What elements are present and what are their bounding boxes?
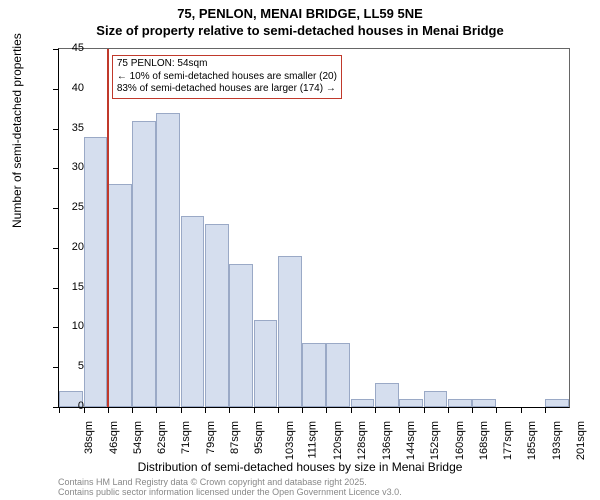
x-tick bbox=[59, 407, 60, 413]
annotation-line3: 83% of semi-detached houses are larger (… bbox=[117, 83, 337, 96]
y-tick bbox=[53, 407, 59, 408]
x-tick bbox=[399, 407, 400, 413]
x-tick-label: 38sqm bbox=[83, 421, 95, 454]
y-tick bbox=[53, 208, 59, 209]
histogram-bar bbox=[278, 256, 302, 407]
histogram-bar bbox=[399, 399, 423, 407]
x-tick-label: 95sqm bbox=[253, 421, 265, 454]
y-tick bbox=[53, 248, 59, 249]
y-tick bbox=[53, 327, 59, 328]
histogram-bar bbox=[472, 399, 496, 407]
histogram-bar bbox=[156, 113, 180, 407]
x-tick-label: 62sqm bbox=[156, 421, 168, 454]
x-tick bbox=[375, 407, 376, 413]
x-tick bbox=[302, 407, 303, 413]
x-tick-label: 144sqm bbox=[405, 421, 417, 460]
x-tick bbox=[108, 407, 109, 413]
annotation-box: 75 PENLON: 54sqm← 10% of semi-detached h… bbox=[112, 55, 342, 99]
x-tick bbox=[254, 407, 255, 413]
y-tick bbox=[53, 89, 59, 90]
histogram-bar bbox=[254, 320, 278, 408]
histogram-bar bbox=[326, 343, 350, 407]
x-tick bbox=[278, 407, 279, 413]
y-tick bbox=[53, 367, 59, 368]
x-tick-label: 177sqm bbox=[502, 421, 514, 460]
y-tick-label: 45 bbox=[72, 42, 84, 54]
histogram-bar bbox=[181, 216, 205, 407]
x-tick-label: 79sqm bbox=[205, 421, 217, 454]
annotation-line2: ← 10% of semi-detached houses are smalle… bbox=[117, 71, 337, 84]
x-tick bbox=[132, 407, 133, 413]
plot-area: 75 PENLON: 54sqm← 10% of semi-detached h… bbox=[58, 48, 570, 408]
chart-title-sub: Size of property relative to semi-detach… bbox=[0, 21, 600, 38]
x-tick-label: 152sqm bbox=[429, 421, 441, 460]
histogram-bar bbox=[375, 383, 399, 407]
histogram-bar bbox=[302, 343, 326, 407]
x-tick-label: 136sqm bbox=[381, 421, 393, 460]
x-tick bbox=[472, 407, 473, 413]
x-tick bbox=[205, 407, 206, 413]
y-tick bbox=[53, 49, 59, 50]
attribution-line2: Contains public sector information licen… bbox=[58, 488, 402, 498]
x-tick bbox=[351, 407, 352, 413]
histogram-bar bbox=[424, 391, 448, 407]
y-tick bbox=[53, 129, 59, 130]
y-tick-label: 5 bbox=[78, 360, 84, 372]
histogram-bar bbox=[448, 399, 472, 407]
y-tick-label: 20 bbox=[72, 241, 84, 253]
histogram-bar bbox=[545, 399, 569, 407]
y-tick bbox=[53, 168, 59, 169]
y-tick-label: 10 bbox=[72, 320, 84, 332]
x-tick bbox=[545, 407, 546, 413]
x-tick bbox=[424, 407, 425, 413]
y-tick-label: 25 bbox=[72, 201, 84, 213]
y-tick-label: 0 bbox=[78, 400, 84, 412]
x-tick-label: 128sqm bbox=[357, 421, 369, 460]
chart-title-main: 75, PENLON, MENAI BRIDGE, LL59 5NE bbox=[0, 0, 600, 21]
x-tick-label: 120sqm bbox=[332, 421, 344, 460]
histogram-bar bbox=[84, 137, 108, 407]
x-tick bbox=[521, 407, 522, 413]
x-tick bbox=[496, 407, 497, 413]
y-tick-label: 15 bbox=[72, 281, 84, 293]
y-tick-label: 30 bbox=[72, 161, 84, 173]
attribution-text: Contains HM Land Registry data © Crown c… bbox=[58, 478, 402, 498]
x-tick-label: 160sqm bbox=[454, 421, 466, 460]
histogram-bar bbox=[229, 264, 253, 407]
annotation-line1: 75 PENLON: 54sqm bbox=[117, 58, 337, 71]
y-tick bbox=[53, 288, 59, 289]
x-tick bbox=[326, 407, 327, 413]
x-tick-label: 201sqm bbox=[575, 421, 587, 460]
x-axis-title: Distribution of semi-detached houses by … bbox=[0, 460, 600, 474]
histogram-bar bbox=[108, 184, 132, 407]
y-tick-label: 35 bbox=[72, 122, 84, 134]
x-tick bbox=[156, 407, 157, 413]
x-tick-label: 54sqm bbox=[132, 421, 144, 454]
x-tick-label: 111sqm bbox=[306, 421, 318, 459]
histogram-bar bbox=[205, 224, 229, 407]
x-tick-label: 193sqm bbox=[551, 421, 563, 460]
x-tick-label: 87sqm bbox=[229, 421, 241, 454]
x-tick bbox=[181, 407, 182, 413]
y-tick-label: 40 bbox=[72, 82, 84, 94]
property-marker-line bbox=[107, 49, 109, 407]
x-tick-label: 168sqm bbox=[478, 421, 490, 460]
x-tick bbox=[448, 407, 449, 413]
x-tick-label: 103sqm bbox=[284, 421, 296, 460]
x-tick-label: 71sqm bbox=[180, 421, 192, 454]
histogram-bar bbox=[351, 399, 375, 407]
x-tick bbox=[229, 407, 230, 413]
histogram-bar bbox=[132, 121, 156, 407]
y-axis-title: Number of semi-detached properties bbox=[10, 33, 24, 228]
x-tick-label: 185sqm bbox=[527, 421, 539, 460]
x-tick-label: 46sqm bbox=[108, 421, 120, 454]
